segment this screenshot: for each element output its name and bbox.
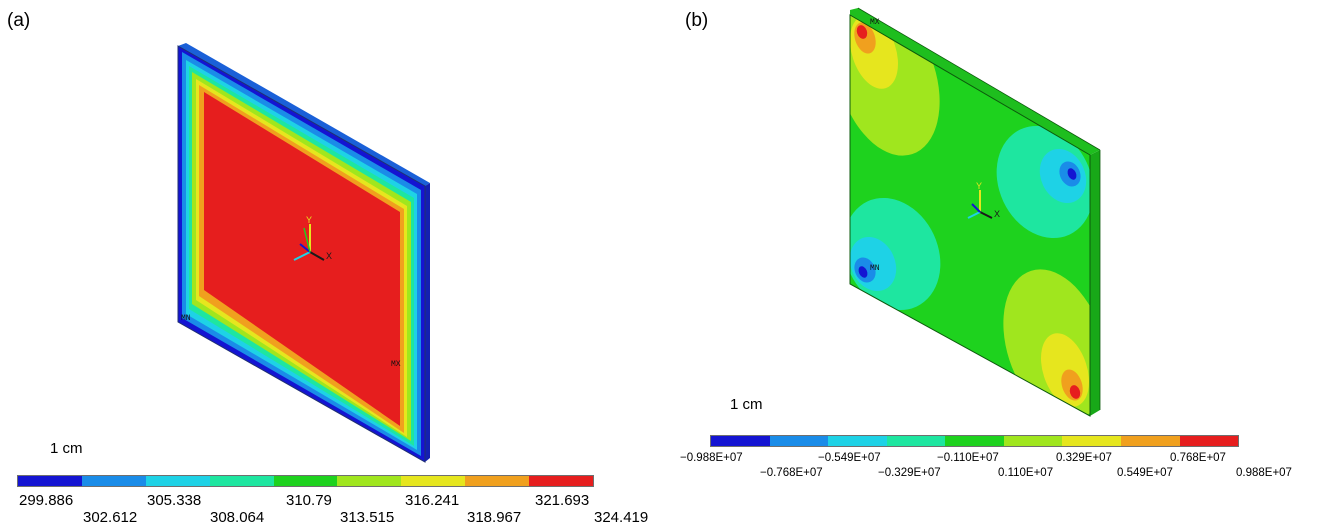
legend-swatch-3	[145, 476, 210, 486]
legend-tick: −0.988E+07	[680, 452, 743, 464]
stress-lobe-top-right	[996, 125, 1090, 239]
plate-side-face	[1090, 150, 1100, 416]
stress-plate-figure: Y X MX MN	[849, 7, 1101, 417]
scale-label: 1 cm	[730, 396, 763, 413]
plate-side-face	[425, 183, 430, 462]
color-legend-bar	[17, 475, 594, 487]
axis-label-y: Y	[976, 181, 982, 191]
axis-label-x: X	[326, 251, 332, 261]
plate-outline	[849, 14, 1091, 417]
legend-swatch-3	[828, 436, 887, 446]
coordinate-triad: Y X	[967, 181, 1000, 219]
legend-swatch-9	[1179, 436, 1239, 446]
legend-tick: 310.79	[286, 492, 332, 509]
legend-swatch-7	[1062, 436, 1121, 446]
legend-tick: 0.549E+07	[1117, 467, 1173, 479]
legend-tick: 318.967	[467, 509, 522, 526]
scale-label: 1 cm	[50, 440, 83, 457]
legend-swatch-5	[273, 476, 338, 486]
panel-b: (b)	[660, 0, 1322, 531]
temperature-plate-figure: Y X MN MX	[177, 43, 430, 463]
legend-tick: −0.549E+07	[818, 452, 881, 464]
legend-tick: 321.693	[535, 492, 590, 509]
legend-swatch-4	[209, 476, 274, 486]
plate-top-face	[178, 43, 430, 186]
legend-tick: 308.064	[210, 509, 265, 526]
plate-top-face	[850, 8, 1100, 155]
legend-swatch-1	[711, 436, 770, 446]
coordinate-triad: Y X	[293, 215, 332, 261]
min-marker: MN	[181, 314, 191, 323]
legend-tick: 299.886	[19, 492, 74, 509]
panel-a: (a) Y X MN MX 1 cm 299.886 305.338	[0, 0, 660, 531]
legend-swatch-9	[529, 476, 594, 486]
legend-swatch-2	[81, 476, 146, 486]
legend-swatch-2	[769, 436, 829, 446]
legend-swatch-4	[886, 436, 946, 446]
legend-tick: 313.515	[340, 509, 395, 526]
legend-tick: 0.110E+07	[998, 467, 1054, 479]
legend-tick: 305.338	[147, 492, 202, 509]
legend-swatch-8	[465, 476, 530, 486]
plate-outline	[177, 45, 426, 463]
axis-label-x: X	[994, 209, 1000, 219]
legend-tick: 0.768E+07	[1170, 452, 1226, 464]
max-marker: MX	[870, 18, 880, 27]
contour-band-core	[204, 92, 400, 426]
legend-swatch-8	[1120, 436, 1180, 446]
legend-tick: 302.612	[83, 509, 138, 526]
legend-swatch-6	[337, 476, 402, 486]
legend-swatch-6	[1003, 436, 1063, 446]
legend-swatch-7	[401, 476, 466, 486]
legend-tick: 0.329E+07	[1056, 452, 1112, 464]
max-marker: MX	[391, 360, 401, 369]
legend-swatch-5	[945, 436, 1004, 446]
legend-tick: −0.768E+07	[760, 467, 823, 479]
panel-a-label: (a)	[7, 10, 31, 31]
legend-tick: 324.419	[594, 509, 649, 526]
panel-b-label: (b)	[685, 10, 709, 31]
legend-tick: −0.329E+07	[878, 467, 941, 479]
legend-tick: 316.241	[405, 492, 460, 509]
legend-swatch-1	[18, 476, 82, 486]
color-legend-bar	[710, 435, 1239, 447]
axis-label-y: Y	[306, 215, 312, 225]
stress-lobe-bottom-left	[850, 197, 941, 311]
legend-tick: 0.988E+07	[1236, 467, 1292, 479]
min-marker: MN	[870, 264, 880, 273]
legend-tick: −0.110E+07	[937, 452, 999, 464]
